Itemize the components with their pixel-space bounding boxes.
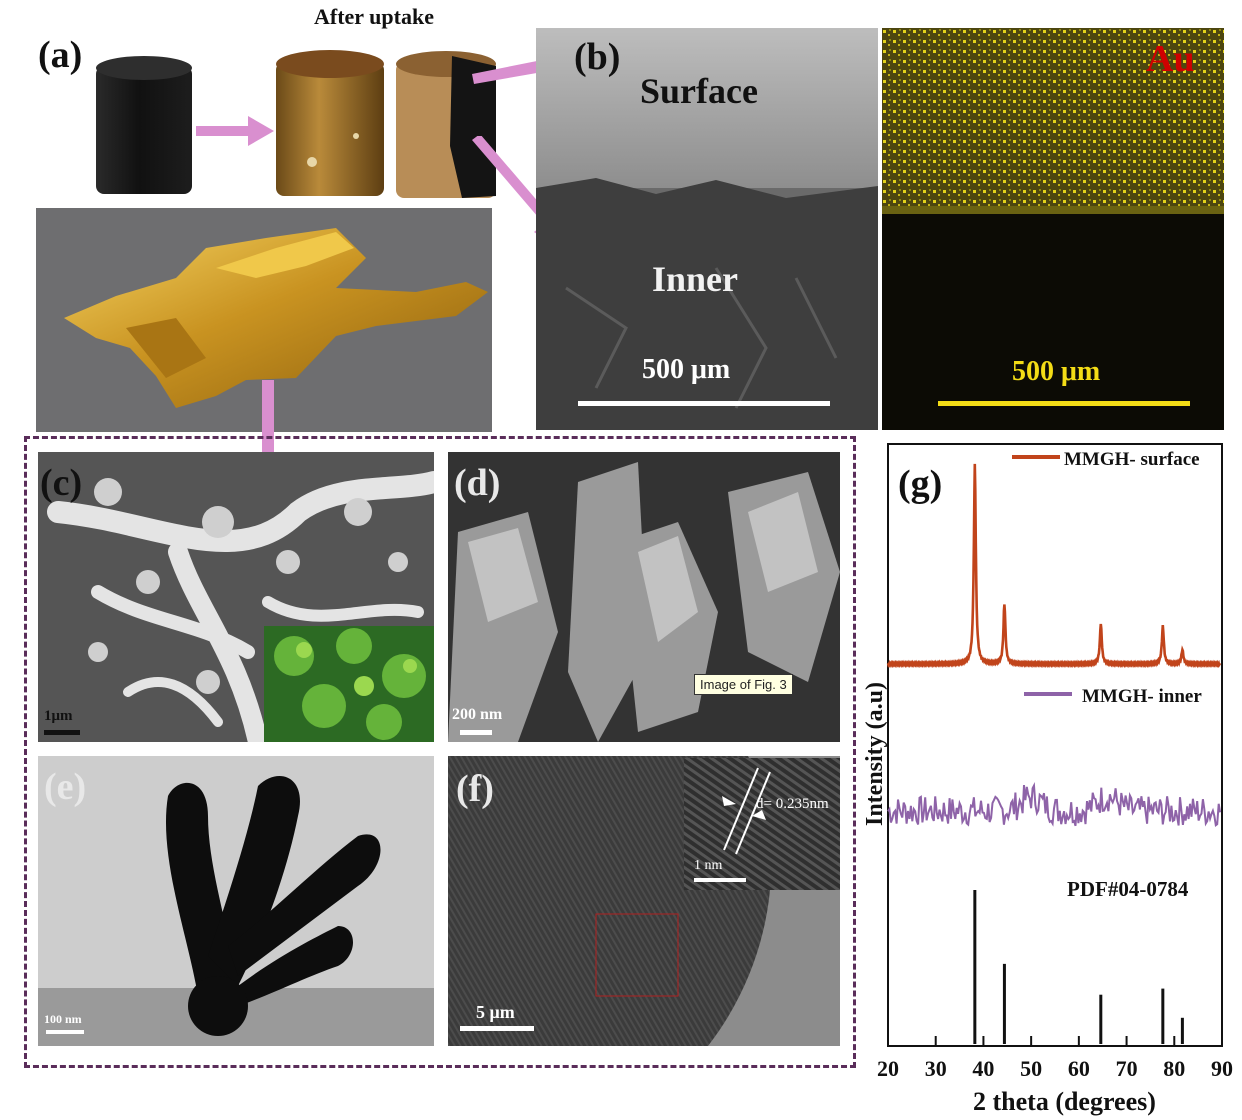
lattice-inset [684,758,840,890]
au-eds-map [882,28,1224,430]
x-tick-label: 60 [1068,1056,1090,1081]
panel-e-label: (e) [44,766,87,808]
y-axis-label: Intensity (a.u) [862,682,888,826]
crystal-scale-text: 200 nm [452,706,503,723]
x-tick-label: 80 [1163,1056,1185,1081]
panel-g-label: (g) [898,463,942,505]
after-uptake-caption: After uptake [314,4,434,29]
tem-dendrite-image [38,756,434,1046]
tem-scale-bar [46,1030,84,1034]
x-tick-label: 50 [1020,1056,1042,1081]
panel-a-label: (a) [38,34,83,76]
gold-foil-photo [36,208,492,432]
lattice-scale-text: 1 nm [694,858,723,873]
x-tick-label: 20 [877,1056,899,1081]
hrtem-image [448,756,840,1046]
surface-legend-label: MMGH- surface [1064,449,1200,470]
panel-d-label: (d) [454,462,501,504]
image-tooltip: Image of Fig. 3 [694,674,793,695]
panel-b-label: (b) [574,36,621,78]
dendrite-scale-bar [44,730,80,735]
au-map-scale-bar [938,401,1190,406]
dendrite-scale-text: 1μm [44,708,73,724]
au-map-scale-text: 500 μm [1012,356,1101,387]
inner-legend-label: MMGH- inner [1082,686,1202,707]
x-tick-label: 30 [925,1056,947,1081]
au-map-label: Au [1146,38,1195,80]
dashed-frame [24,436,856,1068]
d-spacing-label: d= 0.235nm [756,796,829,812]
sem-cross-section-image [536,28,878,430]
panel-c-label: (c) [40,462,83,504]
plot-frame [887,443,1223,1047]
crystal-scale-bar [460,730,492,735]
x-tick-label: 70 [1116,1056,1138,1081]
black-cylinder-photo [92,52,196,202]
reference-label: PDF#04-0784 [1067,877,1189,901]
x-tick-label: 90 [1211,1056,1233,1081]
tem-scale-text: 100 nm [44,1012,82,1026]
brown-cylinder-photo [270,44,390,204]
sem-scale-text: 500 μm [642,354,731,385]
hrtem-scale-text: 5 μm [476,1002,515,1022]
hrtem-scale-bar [460,1026,534,1031]
crystal-sem-image [448,452,840,742]
inner-series-line [887,781,1222,827]
x-axis-label: 2 theta (degrees) [973,1087,1156,1116]
cut-cylinder-photo [392,46,504,206]
sem-scale-bar [578,401,830,406]
arrow-to-brown-cylinder [196,116,274,146]
conifer-inset-photo [264,626,434,742]
surface-series-line [886,463,1222,669]
x-tick-label: 40 [972,1056,994,1081]
panel-f-label: (f) [456,768,494,810]
inner-label: Inner [652,259,739,299]
surface-label: Surface [640,71,758,111]
xrd-chart: (g) Intensity (a.u) 2 theta (degrees) 20… [862,443,1233,1116]
